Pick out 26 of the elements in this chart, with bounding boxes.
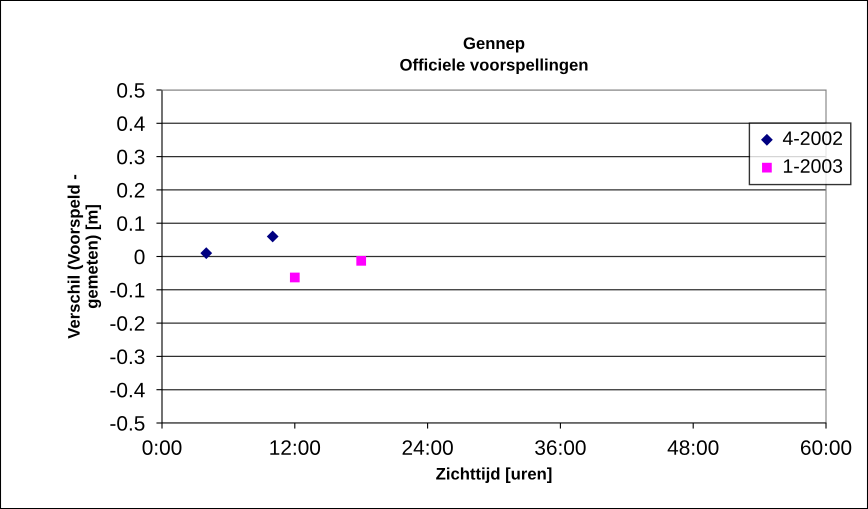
y-tick-label: 0.2 [117, 182, 144, 198]
point [356, 256, 366, 266]
point [266, 230, 279, 242]
chart-title: Gennep Officiele voorspellingen [400, 37, 588, 74]
x-tick-label: 24:00 [402, 440, 453, 455]
x-tick-label: 12:00 [270, 440, 320, 455]
y-tick-label: -0.5 [110, 416, 144, 431]
y-tick-label: 0 [134, 250, 145, 264]
y-tick-label: -0.4 [110, 382, 145, 398]
x-axis-title: Zichttijd [uren] [436, 467, 552, 483]
point [290, 272, 300, 282]
x-tick-label: 0:00 [142, 440, 182, 455]
y-tick-label: 0.3 [117, 150, 144, 164]
y-tick-label: 0.1 [117, 216, 144, 231]
legend-label: 4-2002 [782, 131, 842, 146]
y-tick-label: 0.5 [117, 83, 144, 98]
y-tick-label: 0.4 [117, 116, 145, 132]
x-tick-label: 60:00 [800, 440, 852, 455]
y-axis-title: Verschil (Voorspeld - gemeten) [m] [68, 174, 102, 339]
legend-label: 1-2003 [784, 159, 842, 173]
x-tick-label: 48:00 [668, 440, 718, 455]
y-tick-label: -0.3 [110, 349, 144, 364]
point [200, 247, 212, 260]
y-tick-label: -0.1 [110, 282, 144, 298]
x-tick-label: 36:00 [535, 440, 586, 455]
y-tick-label: -0.2 [110, 316, 144, 331]
